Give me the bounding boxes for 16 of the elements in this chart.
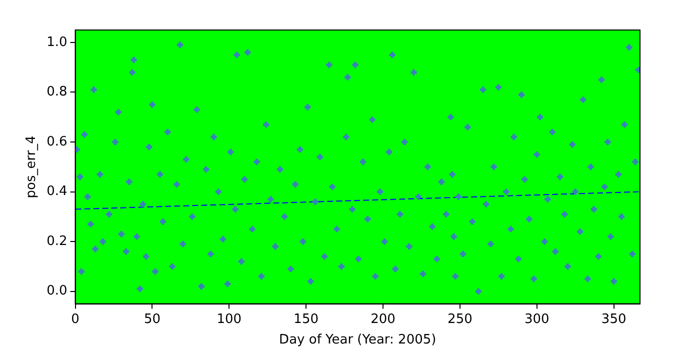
x-axis-title: Day of Year (Year: 2005)	[279, 332, 436, 348]
y-tick-label: 0.4	[46, 184, 68, 200]
y-tick-label: 0.0	[46, 284, 68, 299]
x-tick-label: 350	[601, 312, 626, 327]
x-tick-label: 150	[294, 312, 319, 327]
y-tick-label: 1.0	[46, 34, 68, 50]
x-tick-label: 200	[370, 312, 396, 327]
y-tick-label: 0.8	[46, 84, 68, 100]
x-tick-label: 300	[524, 312, 550, 327]
x-tick-label: 250	[448, 312, 472, 327]
x-tick-label: 100	[216, 312, 242, 327]
x-tick-label: 0	[71, 312, 80, 327]
y-axis-title: pos_err_4	[24, 136, 40, 198]
x-tick-label: 50	[144, 312, 160, 327]
y-tick-label: 0.2	[46, 234, 68, 249]
y-tick-label: 0.6	[46, 134, 68, 150]
